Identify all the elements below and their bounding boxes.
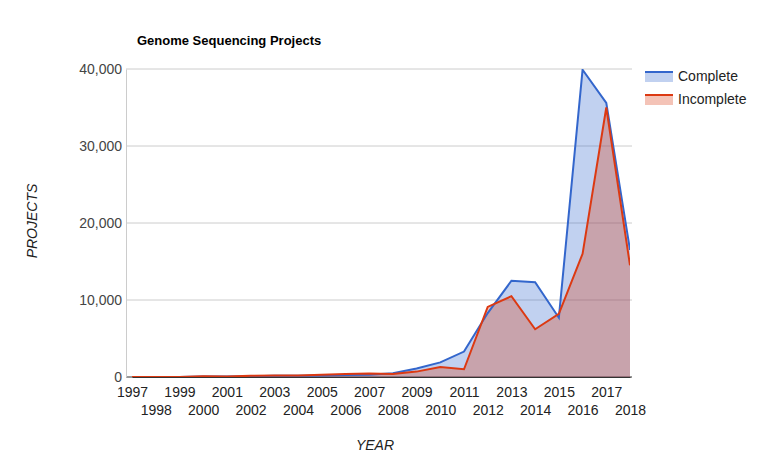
x-tick: 2001 xyxy=(212,377,243,400)
x-tick-label: 1998 xyxy=(141,402,172,418)
x-tick-label: 2003 xyxy=(259,384,290,400)
y-tick: 20,000 xyxy=(79,215,126,231)
legend-line xyxy=(645,71,673,73)
grid-line xyxy=(126,69,632,70)
x-tick: 2003 xyxy=(259,377,290,400)
y-tick-label: 40,000 xyxy=(79,61,122,77)
plot-area xyxy=(132,70,630,377)
legend-line xyxy=(645,94,673,96)
y-tick: 10,000 xyxy=(79,292,126,308)
x-tick: 2017 xyxy=(591,377,622,400)
x-tick: 2007 xyxy=(354,377,385,400)
x-tick-label: 1999 xyxy=(164,384,195,400)
x-axis-line xyxy=(133,377,631,378)
grid-line xyxy=(126,146,632,147)
y-tick-label: 10,000 xyxy=(79,292,122,308)
x-tick-label: 2001 xyxy=(212,384,243,400)
x-tick: 2018 xyxy=(615,377,646,418)
y-axis-line xyxy=(126,70,127,378)
y-tick: 40,000 xyxy=(79,61,126,77)
x-tick-label: 2010 xyxy=(425,402,456,418)
x-axis: 1997 1998 1999 2000 2001 2002 2003 2004 2005 2006… xyxy=(117,377,646,418)
grid-line xyxy=(126,300,632,301)
y-tick-label: 30,000 xyxy=(79,138,122,154)
y-tick: 0 xyxy=(114,369,126,385)
x-tick-label: 2000 xyxy=(188,402,219,418)
x-tick-label: 2017 xyxy=(591,384,622,400)
y-axis-title: PROJECTS xyxy=(24,183,40,258)
x-tick-label: 2011 xyxy=(449,384,479,400)
grid-line xyxy=(126,223,632,224)
line xyxy=(132,108,630,378)
x-tick: 2011 xyxy=(449,377,479,400)
x-tick-label: 2007 xyxy=(354,384,385,400)
x-tick: 2013 xyxy=(496,377,527,400)
x-tick: 2015 xyxy=(544,377,575,400)
y-tick: 30,000 xyxy=(79,138,126,154)
x-tick-label: 2013 xyxy=(496,384,527,400)
title: Genome Sequencing Projects xyxy=(137,33,321,48)
y-tick-label: 0 xyxy=(114,369,122,385)
x-tick: 1999 xyxy=(164,377,195,400)
x-tick-label: 2004 xyxy=(283,402,314,418)
x-tick-label: 2005 xyxy=(307,384,338,400)
x-tick-label: 2006 xyxy=(330,402,361,418)
x-tick-label: 2009 xyxy=(401,384,432,400)
legend: Complete Incomplete xyxy=(645,68,747,107)
legend-item: Complete xyxy=(645,68,738,84)
y-axis: 0 10,000 20,000 30,000 40,000 xyxy=(79,61,126,385)
chart: Genome Sequencing Projects 0 10,000 20,000 3… xyxy=(0,0,773,467)
legend-label: Incomplete xyxy=(678,91,747,107)
x-tick: 2009 xyxy=(401,377,432,400)
legend-item: Incomplete xyxy=(645,91,747,107)
x-tick-label: 2014 xyxy=(520,402,551,418)
x-tick-label: 2008 xyxy=(378,402,409,418)
legend-swatch xyxy=(645,95,673,105)
area xyxy=(132,70,630,377)
x-tick-label: 2016 xyxy=(567,402,598,418)
legend-label: Complete xyxy=(678,68,738,84)
x-tick-label: 2012 xyxy=(473,402,504,418)
y-tick-label: 20,000 xyxy=(79,215,122,231)
area xyxy=(132,108,630,378)
x-axis-title: YEAR xyxy=(356,437,394,453)
x-tick-label: 1997 xyxy=(117,384,148,400)
legend-swatch xyxy=(645,72,673,82)
x-tick-label: 2018 xyxy=(615,402,646,418)
x-tick-label: 2002 xyxy=(235,402,266,418)
x-tick: 1997 xyxy=(117,377,148,400)
grid xyxy=(126,69,632,377)
x-tick-label: 2015 xyxy=(544,384,575,400)
line xyxy=(132,70,630,377)
x-tick: 2005 xyxy=(307,377,338,400)
